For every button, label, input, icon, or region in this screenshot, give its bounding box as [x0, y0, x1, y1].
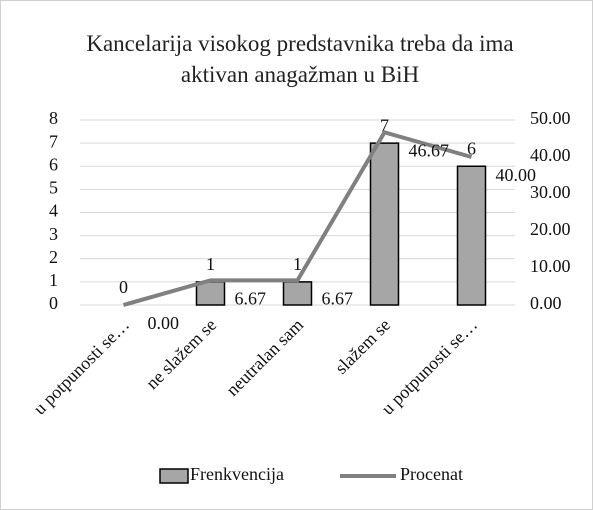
y2-tick-label: 40.00 [530, 145, 571, 165]
bar [282, 281, 313, 306]
y2-tick-label: 20.00 [530, 219, 571, 239]
bar-value-label: 6 [467, 138, 476, 158]
bar-value-label: 0 [119, 277, 128, 297]
y2-tick-label: 30.00 [530, 182, 571, 202]
line-value-label: 6.67 [235, 288, 267, 308]
bar-value-label: 1 [206, 254, 215, 274]
line-value-label: 46.67 [409, 140, 450, 160]
bar [456, 165, 487, 306]
bar [195, 281, 226, 306]
y-tick-label: 0 [49, 293, 58, 313]
y-tick-label: 6 [49, 154, 58, 174]
y-tick-label: 7 [49, 131, 58, 151]
bar-value-label: 1 [293, 254, 302, 274]
chart-title: Kancelarija visokog predstavnika treba d… [86, 31, 514, 87]
y2-tick-label: 50.00 [530, 108, 571, 128]
y-tick-label: 3 [49, 224, 58, 244]
bar-value-label: 7 [380, 115, 389, 135]
bar [369, 142, 400, 306]
y2-tick-label: 0.00 [530, 293, 562, 313]
line-value-label: 0.00 [148, 313, 180, 333]
y-tick-label: 4 [49, 201, 58, 221]
legend-label: Frenkvencija [190, 464, 284, 484]
line-value-label: 40.00 [496, 165, 537, 185]
y-tick-label: 5 [49, 178, 58, 198]
y-tick-label: 2 [49, 247, 58, 267]
x-tick-label: u potpunosti se… [29, 315, 133, 419]
y-tick-label: 1 [49, 270, 58, 290]
x-tick-label: u potpunosti se… [377, 315, 481, 419]
line [122, 129, 473, 307]
y2-tick-label: 10.00 [530, 256, 571, 276]
legend-label: Procenat [400, 464, 463, 484]
x-tick-label: slažem se [331, 315, 394, 378]
line-value-label: 6.67 [322, 288, 354, 308]
y-tick-label: 8 [49, 108, 58, 128]
x-tick-label: neutralan sam [222, 315, 307, 400]
legend-swatch [159, 468, 189, 484]
